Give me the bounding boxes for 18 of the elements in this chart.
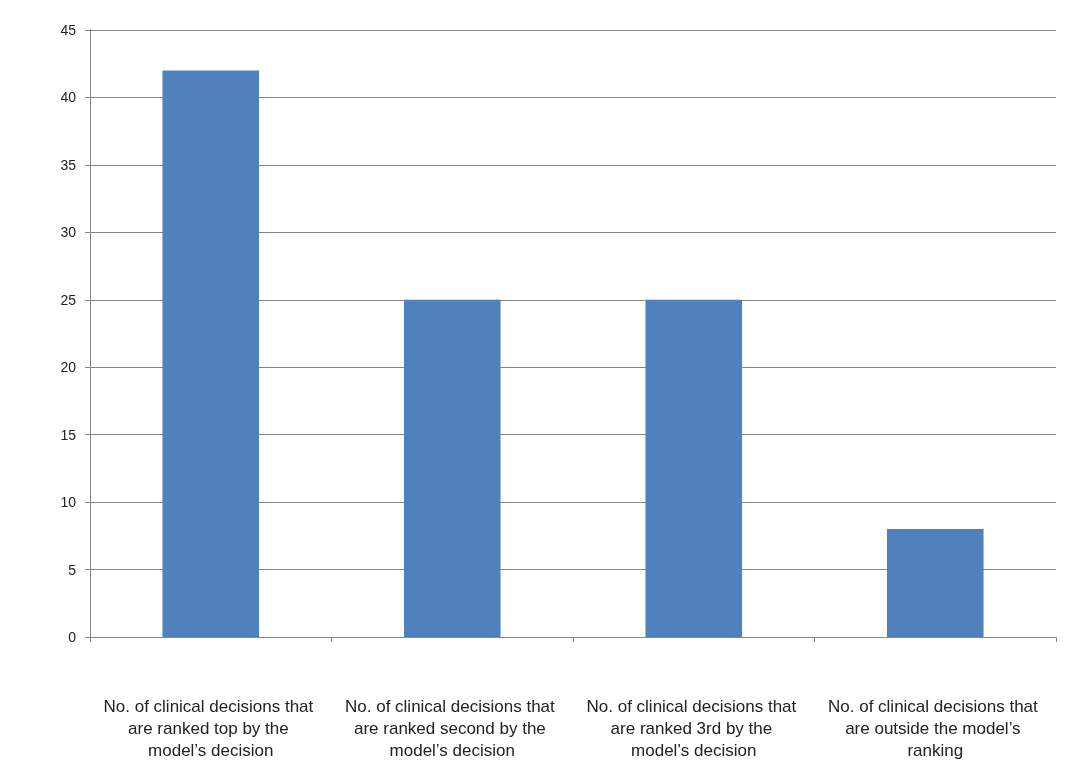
- y-tick-label: 20: [60, 359, 77, 376]
- y-tick-label: 45: [60, 22, 77, 38]
- bar: [403, 299, 501, 637]
- y-tick-label: 10: [60, 494, 77, 511]
- y-tick-label: 5: [68, 561, 77, 578]
- bar: [162, 70, 260, 637]
- x-tick-label: No. of clinical decisions that are ranked top by the model’s decision: [103, 696, 318, 760]
- y-tick-label: 0: [68, 629, 77, 645]
- bar: [645, 299, 743, 637]
- x-tick-label: No. of clinical decisions that are ranked 3rd by the model’s decision: [586, 696, 801, 760]
- y-tick-label: 15: [60, 426, 77, 443]
- x-tick-label: No. of clinical decisions that are ranked second by the model’s decision: [345, 696, 560, 760]
- x-tick-label: No. of clinical decisions that are outside the model’s ranking: [828, 696, 1043, 760]
- y-tick-label: 30: [60, 224, 77, 241]
- y-tick-label: 40: [60, 89, 77, 106]
- bar: [886, 529, 984, 637]
- y-tick-label: 35: [60, 156, 77, 173]
- y-tick-label: 25: [60, 291, 77, 308]
